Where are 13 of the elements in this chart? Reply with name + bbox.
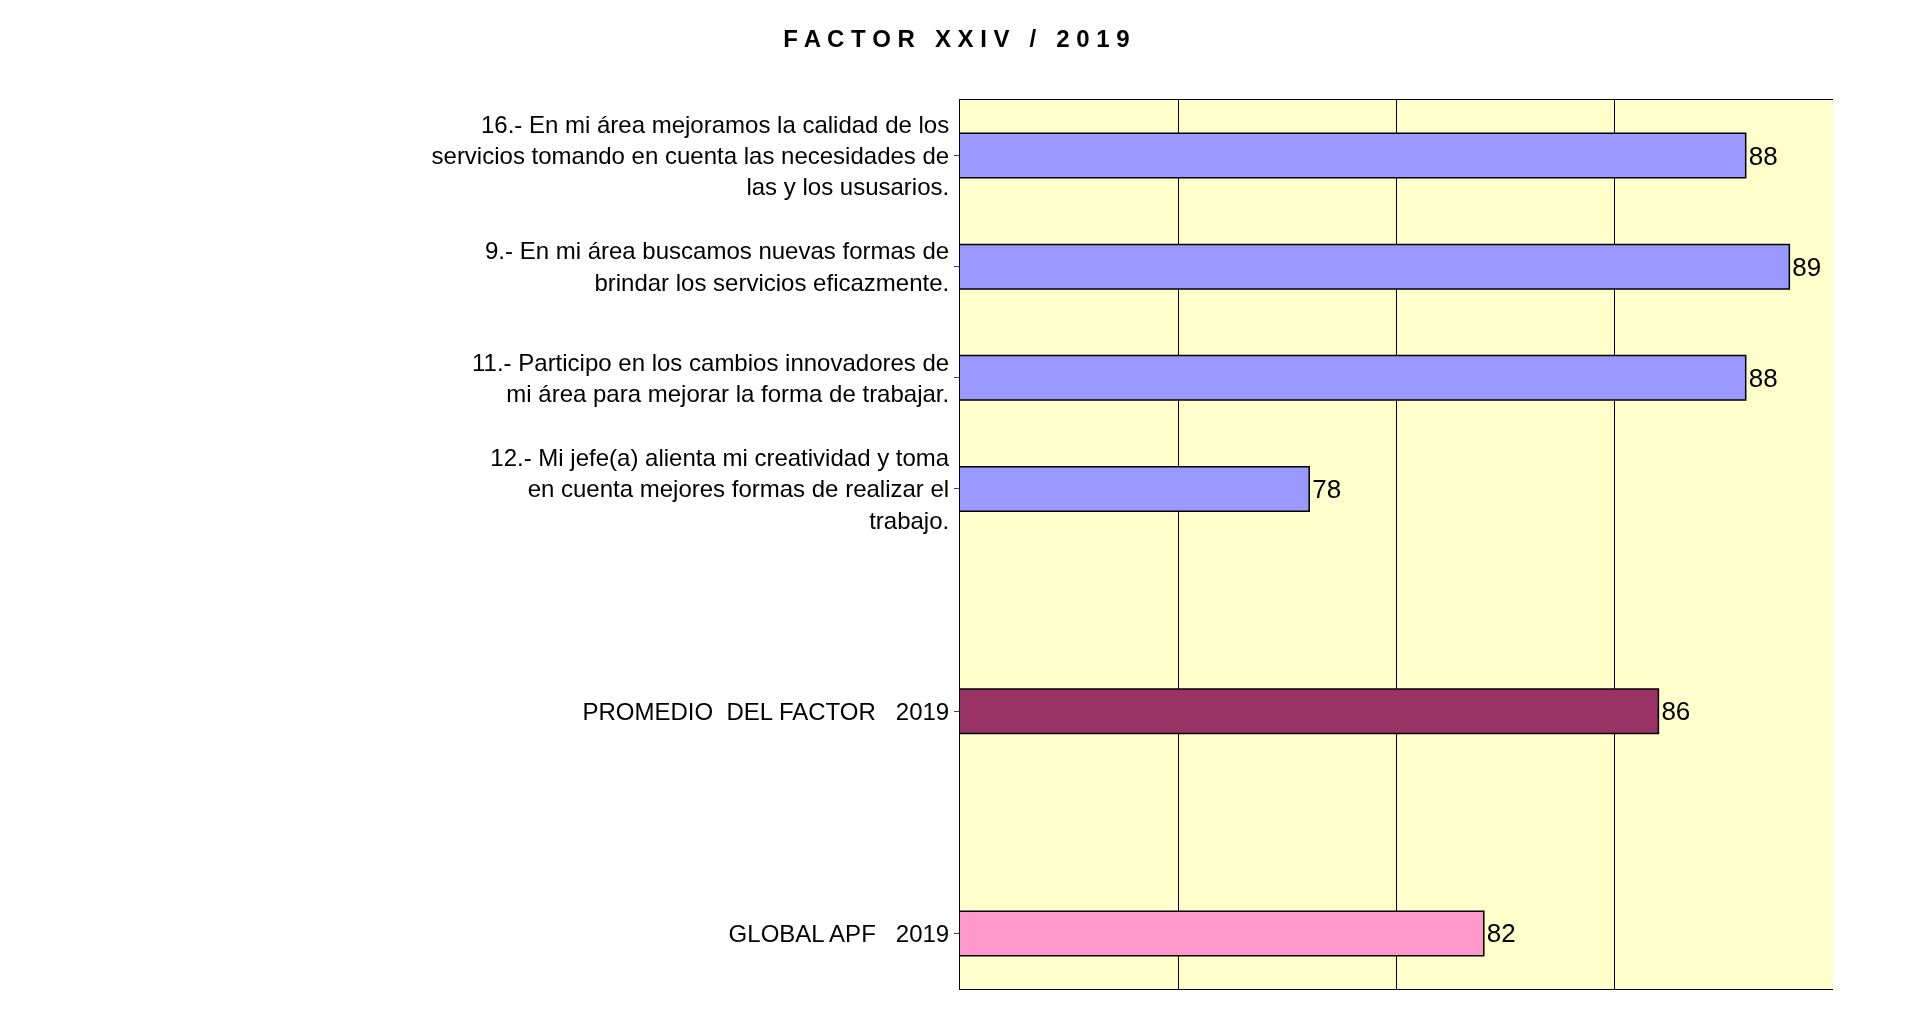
data-label: 86 xyxy=(1661,696,1691,727)
data-label: 82 xyxy=(1486,918,1516,949)
y-tick-label: 11.- Participo en los cambios innovadores de mi área para mejorar la forma de trabajar. xyxy=(472,348,950,407)
data-label: 78 xyxy=(1312,473,1342,504)
y-tick-label: GLOBAL APF 2019 xyxy=(728,919,950,947)
data-label: 88 xyxy=(1748,140,1778,171)
y-tick-label: 9.- En mi área buscamos nuevas formas de brindar los servicios eficazmente. xyxy=(484,237,950,296)
y-tick-label: PROMEDIO DEL FACTOR 2019 xyxy=(582,697,950,725)
chart-title: F A C T O R X X I V / 2 0 1 9 xyxy=(783,25,1130,53)
data-label: 88 xyxy=(1748,362,1778,393)
y-tick-label: 16.- En mi área mejoramos la calidad de los servicios tomando en cuenta las necesidades de las y los ususarios. xyxy=(431,110,950,201)
y-tick-label: 12.- Mi jefe(a) alienta mi creatividad y toma en cuenta mejores formas de realizar el trabajo. xyxy=(490,444,950,534)
data-label: 89 xyxy=(1792,251,1822,282)
